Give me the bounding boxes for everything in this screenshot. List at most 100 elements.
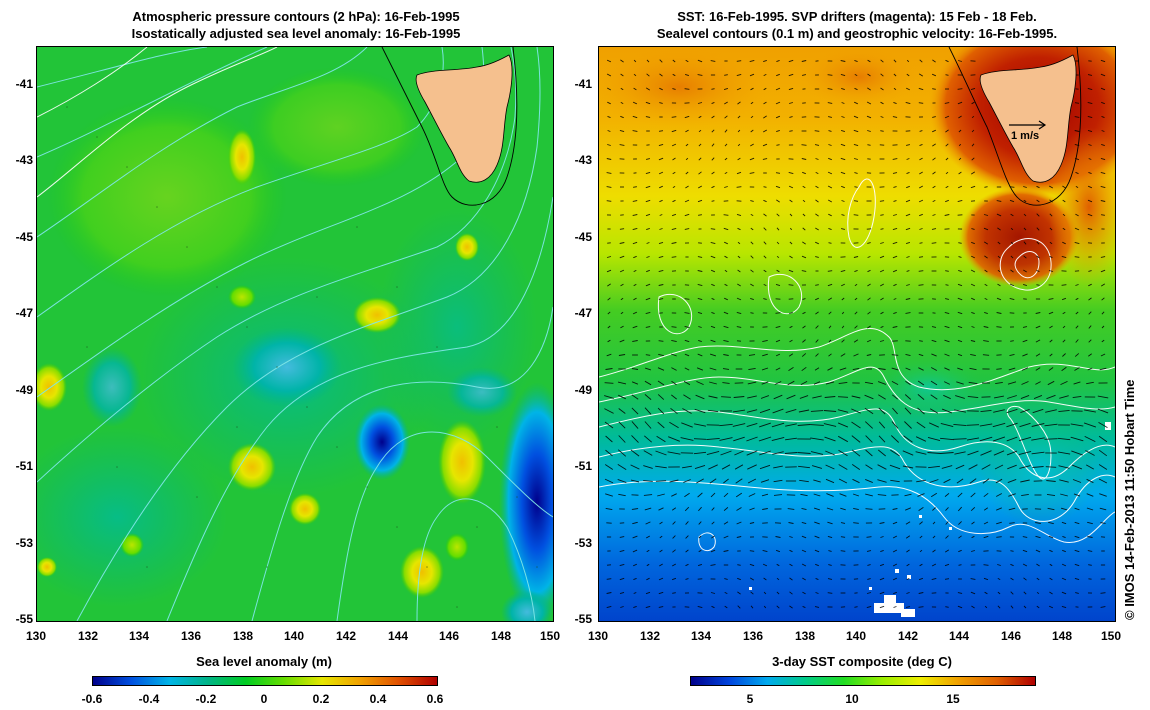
velocity-vector [606,256,612,258]
velocity-vector [967,395,979,399]
velocity-vector [852,478,860,484]
velocity-vector [776,227,780,231]
tasmania-landmass [979,54,1077,183]
velocity-vector [762,549,768,553]
velocity-vector [685,578,689,580]
velocity-vector [618,435,626,443]
velocity-vector [815,256,819,258]
velocity-vector [606,200,612,202]
velocity-vector [825,450,835,456]
velocity-vector [879,269,885,273]
velocity-vector [684,325,690,329]
velocity-vector [1062,339,1066,343]
velocity-vector [929,408,939,414]
velocity-vector [828,130,832,132]
velocity-vector [776,255,780,259]
velocity-vector [618,421,626,429]
velocity-vector [931,326,937,328]
velocity-vector [682,408,692,414]
velocity-vector [1087,536,1093,538]
velocity-vector [940,452,954,454]
velocity-vector [746,436,758,442]
velocity-vector [763,255,767,259]
sst-colorbar [690,676,1036,686]
velocity-vector [827,578,833,580]
velocity-vector [827,592,833,594]
velocity-vector [644,380,652,386]
velocity-vector [645,605,651,609]
velocity-vector [785,408,797,414]
velocity-vector [837,422,849,428]
velocity-vector [906,256,910,258]
velocity-vector [1062,199,1066,203]
velocity-vector [851,421,861,429]
velocity-vector [931,228,937,230]
velocity-vector [724,101,728,105]
velocity-vector [685,157,689,161]
velocity-vector [710,325,716,329]
velocity-vector [827,102,833,104]
velocity-vector [724,591,728,595]
velocity-vector [801,60,807,62]
velocity-vector [763,298,767,300]
velocity-vector [957,592,963,594]
velocity-vector [854,87,858,91]
velocity-vector [749,550,755,552]
velocity-vector [801,563,807,567]
velocity-vector [930,492,938,498]
velocity-vector [997,564,1001,566]
sea-level-anomaly-map[interactable] [36,46,554,622]
velocity-vector [802,311,806,315]
velocity-vector [915,436,927,442]
velocity-vector [919,535,923,539]
velocity-vector [707,409,719,413]
velocity-vector [776,605,780,609]
velocity-vector [918,199,924,203]
velocity-vector [643,450,653,456]
velocity-vector [853,339,859,343]
left-lon-tick: 130 [25,629,47,643]
velocity-vector [759,464,771,470]
velocity-vector [970,591,976,595]
velocity-vector [982,478,990,484]
velocity-vector [737,577,741,581]
velocity-vector [879,283,885,287]
velocity-vector [671,143,677,147]
velocity-vector [1086,478,1094,484]
velocity-vector [710,228,716,230]
velocity-vector [659,214,663,216]
velocity-vector [723,550,729,552]
velocity-vector [671,242,677,244]
velocity-vector [631,407,639,415]
velocity-vector [737,269,741,273]
velocity-vector [878,421,886,429]
velocity-vector [1006,436,1018,442]
velocity-vector [979,423,993,427]
velocity-vector [840,507,846,511]
velocity-vector [892,326,898,328]
velocity-scale-label: 1 m/s [1011,130,1039,142]
velocity-vector [1057,451,1071,455]
velocity-vector [851,449,861,457]
velocity-vector [970,269,976,273]
right-lat-tick: -49 [574,383,592,397]
velocity-vector [684,228,690,230]
velocity-vector [943,394,951,400]
velocity-vector [1072,479,1082,483]
velocity-vector [983,241,989,245]
velocity-vector [969,367,977,371]
velocity-vector [618,354,626,356]
velocity-vector [685,521,689,525]
velocity-vector [802,199,806,203]
velocity-vector [824,396,836,398]
sst-velocity-map[interactable]: 1 m/s [598,46,1116,622]
velocity-vector [802,298,806,300]
velocity-vector [750,129,754,133]
velocity-vector [971,311,975,315]
velocity-vector [1023,241,1027,245]
velocity-vector [1010,269,1014,273]
velocity-vector [970,353,976,357]
velocity-vector [1048,298,1054,300]
velocity-vector [736,87,742,91]
velocity-vector [892,577,898,581]
